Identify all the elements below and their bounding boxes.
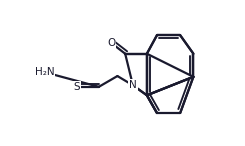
Text: O: O (107, 38, 115, 48)
Text: N: N (129, 80, 137, 90)
Text: S: S (74, 82, 80, 92)
Text: H₂N: H₂N (35, 67, 54, 77)
